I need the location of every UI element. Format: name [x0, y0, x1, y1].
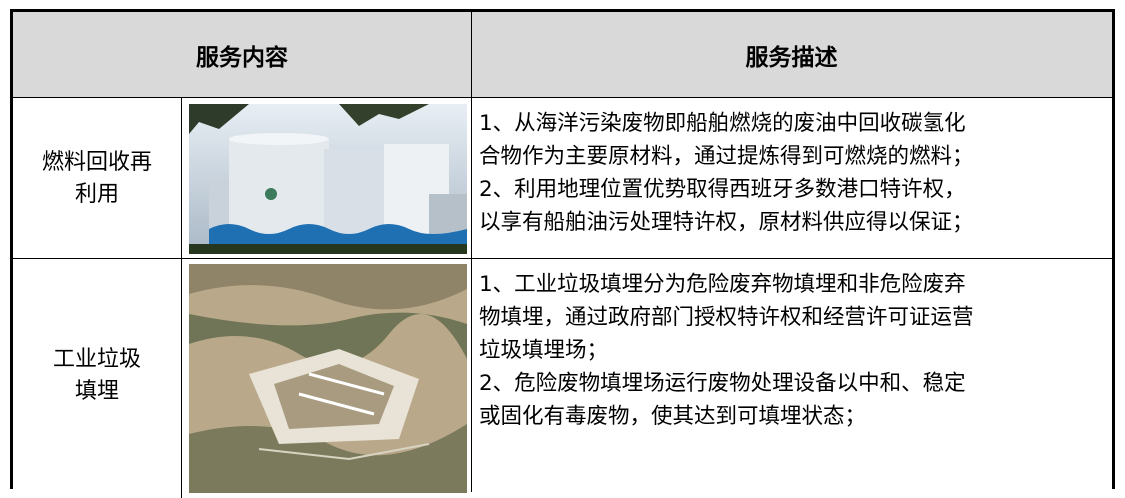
service-table: 服务内容 服务描述 燃料回收再 利用 1、从海洋污染废物即船舶燃烧的废油中回收碳… — [10, 9, 1115, 498]
header-text: 服务内容 — [196, 44, 288, 71]
description-line: 2、利用地理位置优势取得西班牙多数港口特许权， — [479, 177, 966, 202]
description-line: 合物作为主要原材料，通过提炼得到可燃烧的燃料； — [479, 144, 974, 169]
description-line: 物填埋，通过政府部门授权特许权和经营许可证运营 — [479, 305, 974, 330]
description-line: 以享有船舶油污处理特许权，原材料供应得以保证； — [479, 210, 974, 235]
page: 服务内容 服务描述 燃料回收再 利用 1、从海洋污染废物即船舶燃烧的废油中回收碳… — [10, 9, 1115, 498]
description-line: 1、从海洋污染废物即船舶燃烧的废油中回收碳氢化 — [479, 111, 966, 136]
header-cell: 服务内容 — [13, 12, 471, 98]
service-line: 工业垃圾 — [52, 346, 141, 372]
description-cell: 1、从海洋污染废物即船舶燃烧的废油中回收碳氢化 合物作为主要原材料，通过提炼得到… — [472, 107, 1112, 257]
description-line: 或固化有毒废物，使其达到可填埋状态； — [479, 404, 867, 429]
fuel-tank-photo — [189, 104, 467, 254]
service-cell: 工业垃圾 填埋 — [13, 259, 181, 492]
description-line: 2、危险废物填埋场运行废物处理设备以中和、稳定 — [479, 371, 966, 396]
service-line: 填埋 — [74, 378, 119, 404]
header-text: 服务描述 — [745, 44, 838, 71]
service-cell: 燃料回收再 利用 — [13, 99, 181, 258]
service-line: 燃料回收再 — [41, 149, 152, 175]
description-cell: 1、工业垃圾填埋分为危险废弃物填埋和非危险废弃 物填埋，通过政府部门授权特许权和… — [472, 268, 1112, 492]
service-line: 利用 — [74, 181, 119, 207]
description-line: 垃圾填埋场； — [479, 338, 609, 363]
column-border — [471, 12, 472, 492]
header-cell: 服务描述 — [471, 12, 1112, 98]
row-border — [13, 258, 1112, 259]
landfill-photo — [189, 264, 467, 493]
description-line: 1、工业垃圾填埋分为危险废弃物填埋和非危险废弃 — [479, 272, 966, 297]
column-border — [181, 98, 182, 498]
